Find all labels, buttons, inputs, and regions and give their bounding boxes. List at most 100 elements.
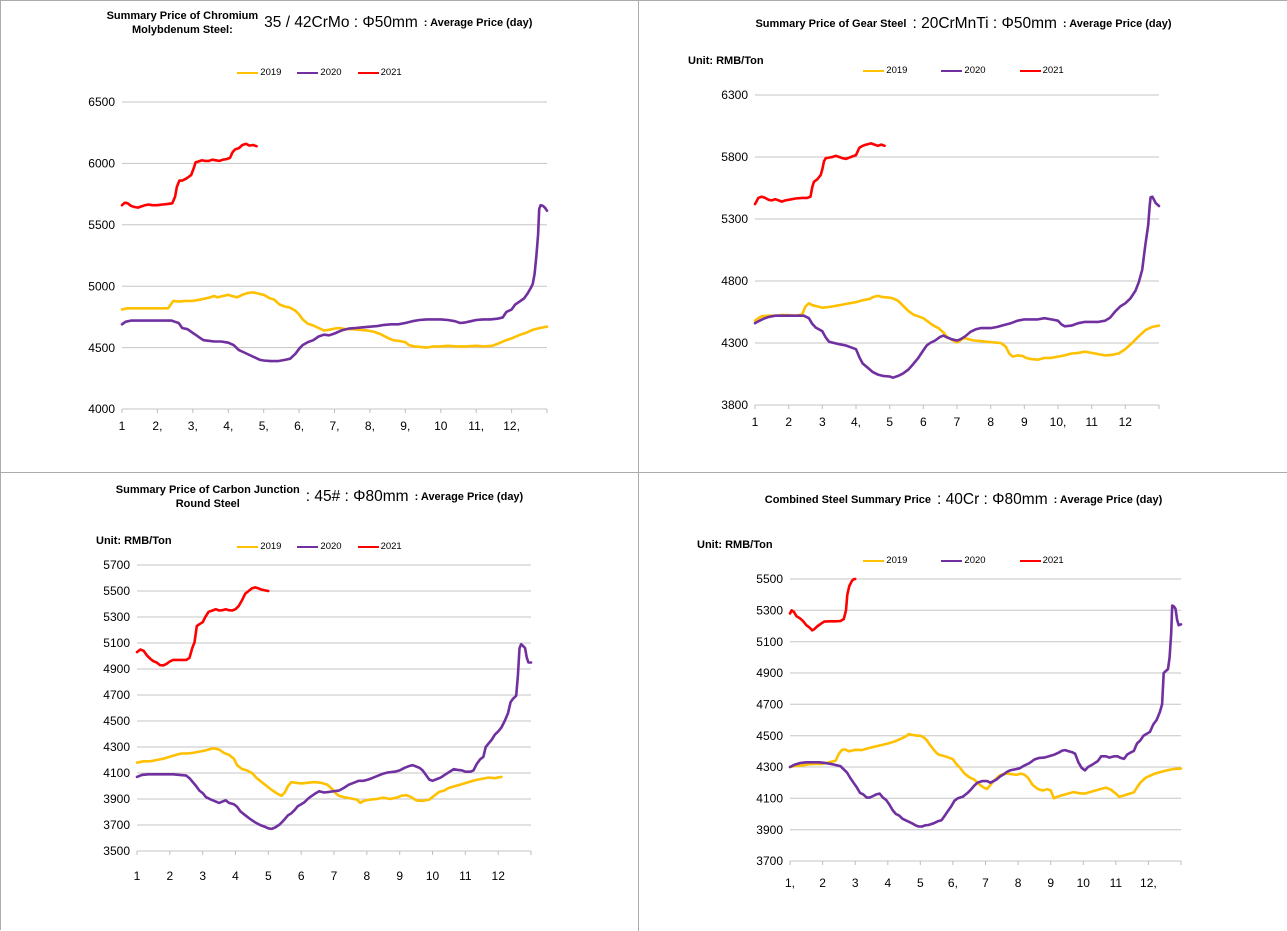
x-axis-label: 12, <box>1140 876 1157 890</box>
x-axis-label: 10, <box>1050 415 1067 429</box>
x-axis-label: 6 <box>920 415 927 429</box>
legend-label-2021: 2021 <box>380 67 402 78</box>
x-axis-label: 11 <box>1110 876 1123 890</box>
x-axis-label: 5 <box>265 869 272 883</box>
x-axis-label: 7 <box>331 869 338 883</box>
legend-swatch-2019 <box>237 545 259 548</box>
chart-title-prefix: Combined Steel Summary Price <box>764 493 932 506</box>
x-axis-label: 12 <box>492 869 506 883</box>
legend-label-2021: 2021 <box>380 541 402 552</box>
x-axis-label: 10 <box>434 419 448 433</box>
x-axis-label: 5 <box>917 876 924 890</box>
x-axis-label: 12 <box>1119 415 1133 429</box>
unit-label: Unit: RMB/Ton <box>688 55 764 67</box>
chart-title-suffix: : Average Price (day) <box>1062 17 1172 30</box>
legend-label-2019: 2019 <box>886 555 908 566</box>
y-axis-label: 5100 <box>756 635 783 649</box>
y-axis-label: 3800 <box>721 398 748 412</box>
y-axis-label: 4700 <box>103 688 130 702</box>
x-axis-label: 2, <box>152 419 162 433</box>
y-axis-label: 5300 <box>103 610 130 624</box>
x-axis-label: 4, <box>223 419 233 433</box>
chart-panel-combined-40cr: Combined Steel Summary Price : 40Cr : Φ8… <box>639 473 1287 931</box>
x-axis-label: 1 <box>752 415 759 429</box>
y-axis-label: 5300 <box>756 604 783 618</box>
chart-title: Summary Price of Chromium Molybdenum Ste… <box>1 9 638 38</box>
chart-title-suffix: : Average Price (day) <box>414 491 524 504</box>
x-axis-label: 3 <box>819 415 826 429</box>
series-line-2020 <box>120 203 549 363</box>
x-axis-label: 2 <box>785 415 792 429</box>
legend-label-2021: 2021 <box>1042 555 1064 566</box>
x-axis-label: 4 <box>884 876 891 890</box>
legend-swatch-2021 <box>1019 69 1041 72</box>
x-axis-label: 8, <box>365 419 375 433</box>
y-axis-label: 5700 <box>103 558 130 572</box>
chart-title-spec: : 20CrMnTi : Φ50mm <box>912 15 1057 32</box>
y-axis-label: 5000 <box>88 279 115 293</box>
y-axis-label: 5500 <box>103 584 130 598</box>
chart-title-suffix: : Average Price (day) <box>1053 493 1163 506</box>
series-line-2020 <box>788 604 1183 828</box>
chart-title: Summary Price of Carbon Junction Round S… <box>1 483 638 512</box>
x-axis-label: 3 <box>852 876 859 890</box>
legend-item-2020: 2020 <box>941 65 986 76</box>
chart-title-prefix: Summary Price of Chromium Molybdenum Ste… <box>106 10 259 37</box>
legend-label-2020: 2020 <box>320 67 342 78</box>
y-axis-label: 3900 <box>756 823 783 837</box>
x-axis-label: 11 <box>1085 415 1098 429</box>
x-axis-label: 5, <box>259 419 269 433</box>
y-axis-label: 4300 <box>103 740 130 754</box>
series-line-2021 <box>135 586 270 667</box>
x-axis-label: 7 <box>954 415 961 429</box>
x-axis-label: 4, <box>851 415 861 429</box>
legend-item-2019: 2019 <box>863 65 907 76</box>
x-axis-label: 11 <box>459 869 472 883</box>
legend-item-2020: 2020 <box>941 555 986 566</box>
chart-title-prefix: Summary Price of Gear Steel <box>755 17 907 30</box>
legend-swatch-2020 <box>941 559 963 562</box>
y-axis-label: 6500 <box>88 95 115 109</box>
legend-item-2019: 2019 <box>863 555 907 566</box>
legend-item-2019: 2019 <box>237 67 281 78</box>
series-line-2020 <box>753 195 1161 380</box>
legend: 2019 2020 2021 <box>639 555 1287 566</box>
y-axis-label: 4000 <box>88 402 115 416</box>
y-axis-label: 4500 <box>88 341 115 355</box>
x-axis-label: 6 <box>298 869 305 883</box>
y-axis-label: 6300 <box>721 88 748 102</box>
x-axis-label: 1 <box>119 419 126 433</box>
x-axis-label: 12, <box>503 419 520 433</box>
chart-title-spec: 35 / 42CrMo : Φ50mm <box>264 14 418 32</box>
legend-item-2019: 2019 <box>237 541 281 552</box>
x-axis-label: 10 <box>1077 876 1091 890</box>
legend-item-2021: 2021 <box>357 541 402 552</box>
plot-area: 3700 3900 4100 4300 4500 4700 4900 5100 5300 5500… <box>756 572 1183 890</box>
x-axis-label: 2 <box>819 876 826 890</box>
legend-item-2021: 2021 <box>357 67 402 78</box>
legend: 2019 2020 2021 <box>639 65 1287 76</box>
legend-label-2020: 2020 <box>964 65 986 76</box>
y-axis-label: 4800 <box>721 274 748 288</box>
series-line-2021 <box>120 142 258 209</box>
y-axis-label: 4300 <box>756 760 783 774</box>
y-axis-label: 4500 <box>103 714 130 728</box>
legend-label-2019: 2019 <box>260 67 282 78</box>
legend-label-2020: 2020 <box>320 541 342 552</box>
series-line-2019 <box>788 732 1183 800</box>
legend-swatch-2019 <box>863 69 885 72</box>
series-line-2021 <box>788 577 857 632</box>
chart-title-suffix: : Average Price (day) <box>423 17 533 30</box>
y-axis-label: 5100 <box>103 636 130 650</box>
legend: 2019 2020 2021 <box>1 67 638 78</box>
legend-label-2020: 2020 <box>964 555 986 566</box>
x-axis-label: 8 <box>1015 876 1022 890</box>
y-axis-label: 4300 <box>721 336 748 350</box>
x-axis-label: 7, <box>329 419 339 433</box>
chart-panel-chromium-molybdenum: Summary Price of Chromium Molybdenum Ste… <box>1 1 639 473</box>
y-axis-label: 3700 <box>756 854 783 868</box>
x-axis-label: 4 <box>232 869 239 883</box>
chart-title: Combined Steel Summary Price : 40Cr : Φ8… <box>639 491 1287 509</box>
x-axis-label: 9 <box>1047 876 1054 890</box>
